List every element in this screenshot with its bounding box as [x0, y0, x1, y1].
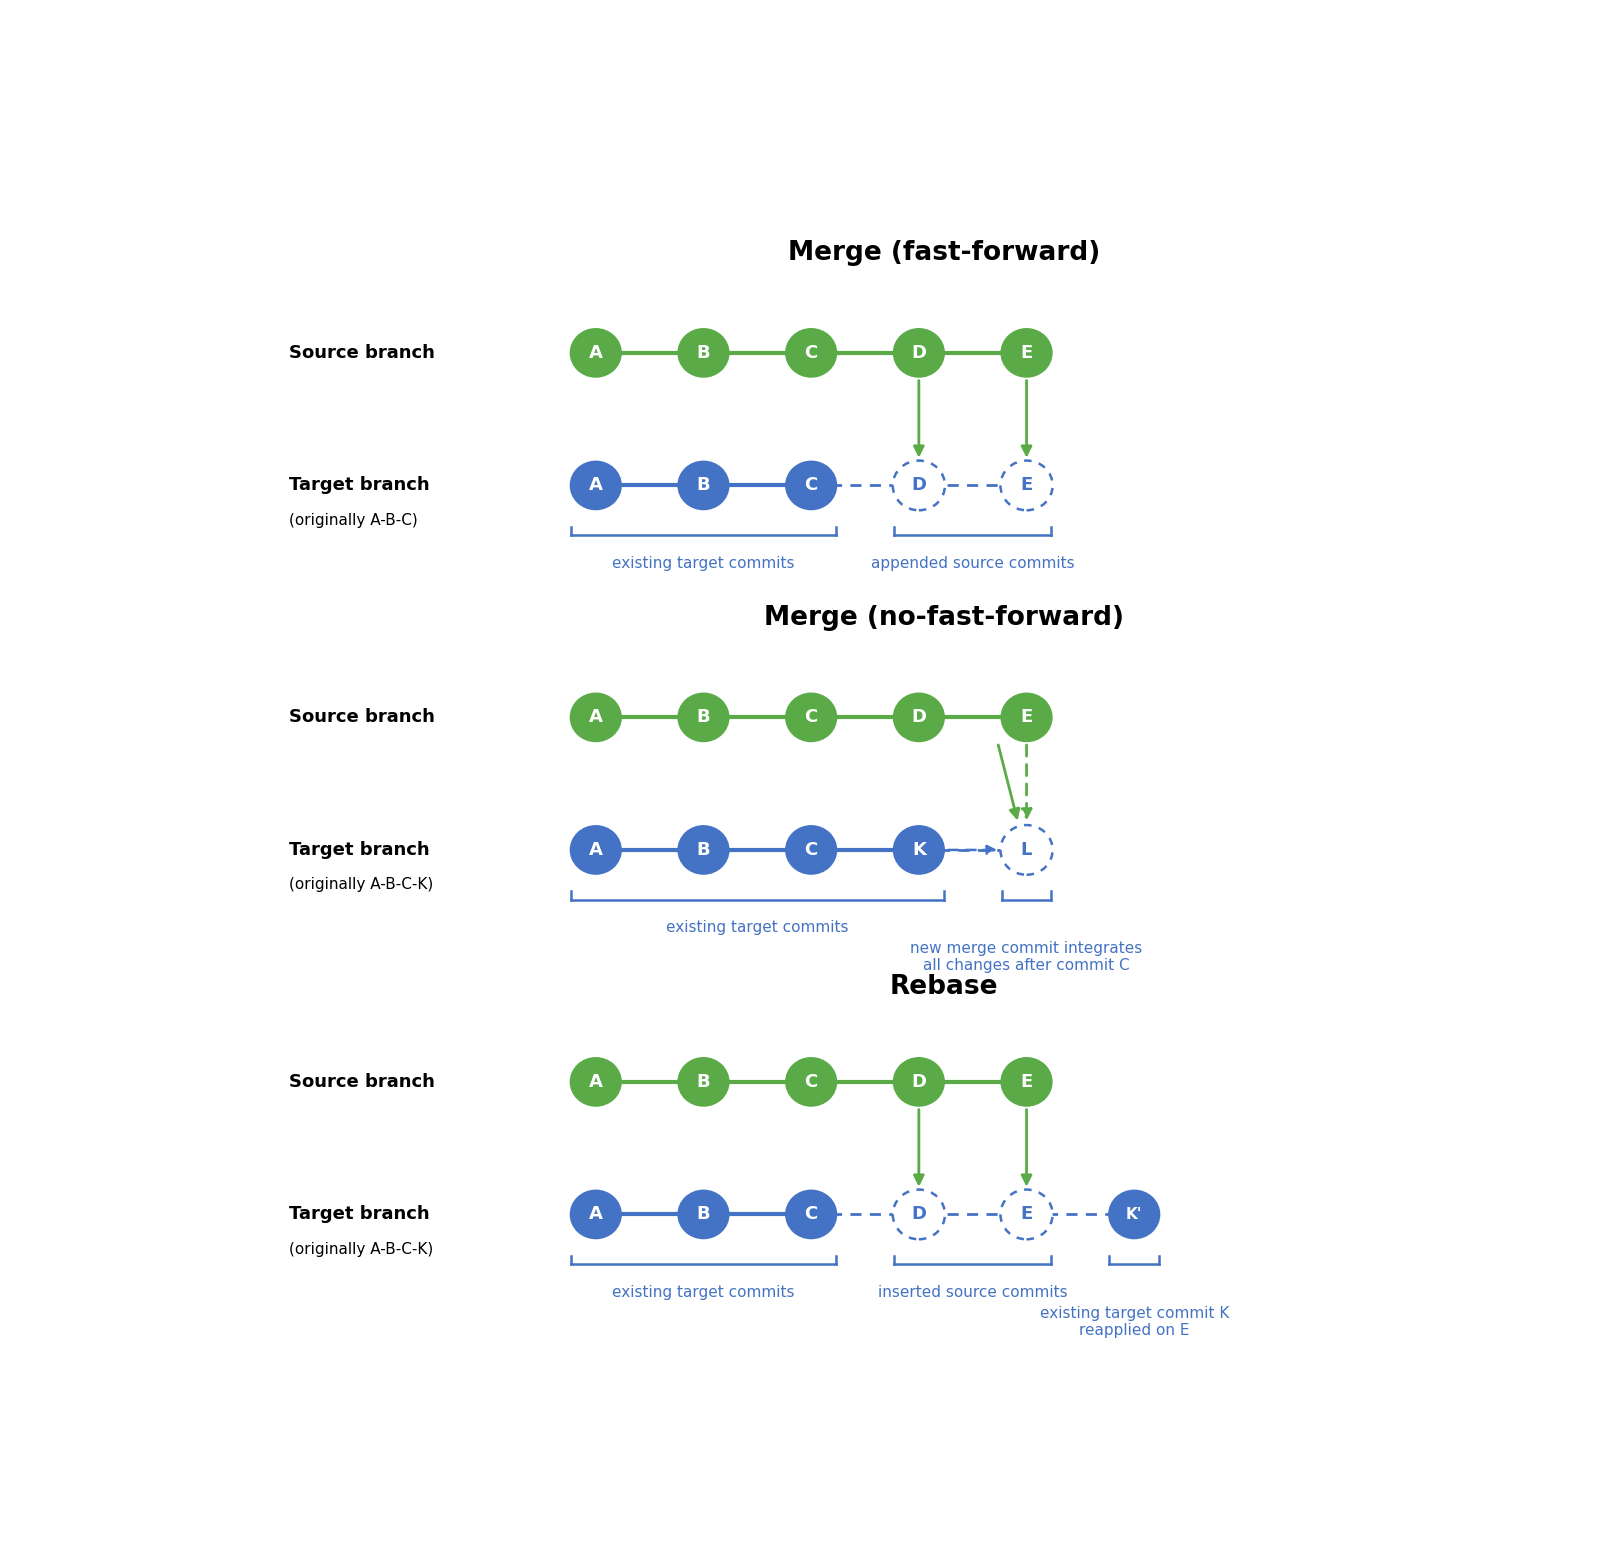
Ellipse shape	[678, 328, 730, 378]
Text: D: D	[911, 708, 926, 727]
Text: K: K	[911, 841, 926, 860]
Ellipse shape	[1001, 1190, 1053, 1239]
Text: existing target commits: existing target commits	[665, 920, 848, 936]
Ellipse shape	[786, 328, 837, 378]
Text: new merge commit integrates
all changes after commit C: new merge commit integrates all changes …	[911, 941, 1143, 973]
Ellipse shape	[569, 825, 622, 875]
Ellipse shape	[893, 1058, 945, 1106]
Text: Source branch: Source branch	[289, 343, 435, 362]
Text: B: B	[697, 1206, 710, 1223]
Text: C: C	[805, 343, 818, 362]
Text: C: C	[805, 841, 818, 860]
Ellipse shape	[893, 825, 945, 875]
Text: L: L	[1020, 841, 1032, 860]
Text: D: D	[911, 1206, 926, 1223]
Text: C: C	[805, 1206, 818, 1223]
Ellipse shape	[786, 693, 837, 743]
Text: (originally A-B-C-K): (originally A-B-C-K)	[289, 877, 434, 892]
Text: B: B	[697, 1073, 710, 1090]
Ellipse shape	[1001, 1058, 1053, 1106]
Text: C: C	[805, 476, 818, 495]
Ellipse shape	[1001, 825, 1053, 875]
Text: E: E	[1020, 708, 1033, 727]
Text: A: A	[588, 1206, 603, 1223]
Ellipse shape	[569, 693, 622, 743]
Ellipse shape	[678, 1058, 730, 1106]
Ellipse shape	[1001, 460, 1053, 510]
Ellipse shape	[893, 693, 945, 743]
Text: A: A	[588, 343, 603, 362]
Ellipse shape	[786, 1058, 837, 1106]
Text: E: E	[1020, 343, 1033, 362]
Text: B: B	[697, 343, 710, 362]
Ellipse shape	[893, 328, 945, 378]
Text: Rebase: Rebase	[889, 973, 998, 1000]
Text: K': K'	[1127, 1207, 1143, 1221]
Text: Target branch: Target branch	[289, 476, 431, 495]
Ellipse shape	[1001, 693, 1053, 743]
Text: D: D	[911, 1073, 926, 1090]
Text: Merge (fast-forward): Merge (fast-forward)	[787, 240, 1099, 267]
Text: A: A	[588, 841, 603, 860]
Text: D: D	[911, 476, 926, 495]
Text: C: C	[805, 1073, 818, 1090]
Text: Source branch: Source branch	[289, 708, 435, 727]
Text: (originally A-B-C): (originally A-B-C)	[289, 513, 418, 527]
Text: inserted source commits: inserted source commits	[877, 1285, 1067, 1299]
Text: Merge (no-fast-forward): Merge (no-fast-forward)	[763, 605, 1123, 630]
Ellipse shape	[678, 825, 730, 875]
Text: C: C	[805, 708, 818, 727]
Text: Source branch: Source branch	[289, 1073, 435, 1090]
Text: E: E	[1020, 1073, 1033, 1090]
Text: existing target commits: existing target commits	[612, 1285, 795, 1299]
Text: E: E	[1020, 476, 1033, 495]
Ellipse shape	[893, 1190, 945, 1239]
Text: appended source commits: appended source commits	[871, 555, 1075, 571]
Text: A: A	[588, 476, 603, 495]
Ellipse shape	[678, 693, 730, 743]
Ellipse shape	[1001, 328, 1053, 378]
Ellipse shape	[569, 328, 622, 378]
Text: B: B	[697, 708, 710, 727]
Text: E: E	[1020, 1206, 1033, 1223]
Ellipse shape	[569, 460, 622, 510]
Text: (originally A-B-C-K): (originally A-B-C-K)	[289, 1242, 434, 1257]
Ellipse shape	[786, 825, 837, 875]
Ellipse shape	[678, 460, 730, 510]
Text: existing target commits: existing target commits	[612, 555, 795, 571]
Text: Target branch: Target branch	[289, 841, 431, 860]
Ellipse shape	[786, 1190, 837, 1239]
Ellipse shape	[1109, 1190, 1160, 1239]
Ellipse shape	[569, 1190, 622, 1239]
Text: D: D	[911, 343, 926, 362]
Text: Target branch: Target branch	[289, 1206, 431, 1223]
Text: B: B	[697, 841, 710, 860]
Ellipse shape	[569, 1058, 622, 1106]
Text: B: B	[697, 476, 710, 495]
Text: A: A	[588, 708, 603, 727]
Text: existing target commit K
reapplied on E: existing target commit K reapplied on E	[1040, 1306, 1229, 1338]
Ellipse shape	[893, 460, 945, 510]
Ellipse shape	[678, 1190, 730, 1239]
Ellipse shape	[786, 460, 837, 510]
Text: A: A	[588, 1073, 603, 1090]
